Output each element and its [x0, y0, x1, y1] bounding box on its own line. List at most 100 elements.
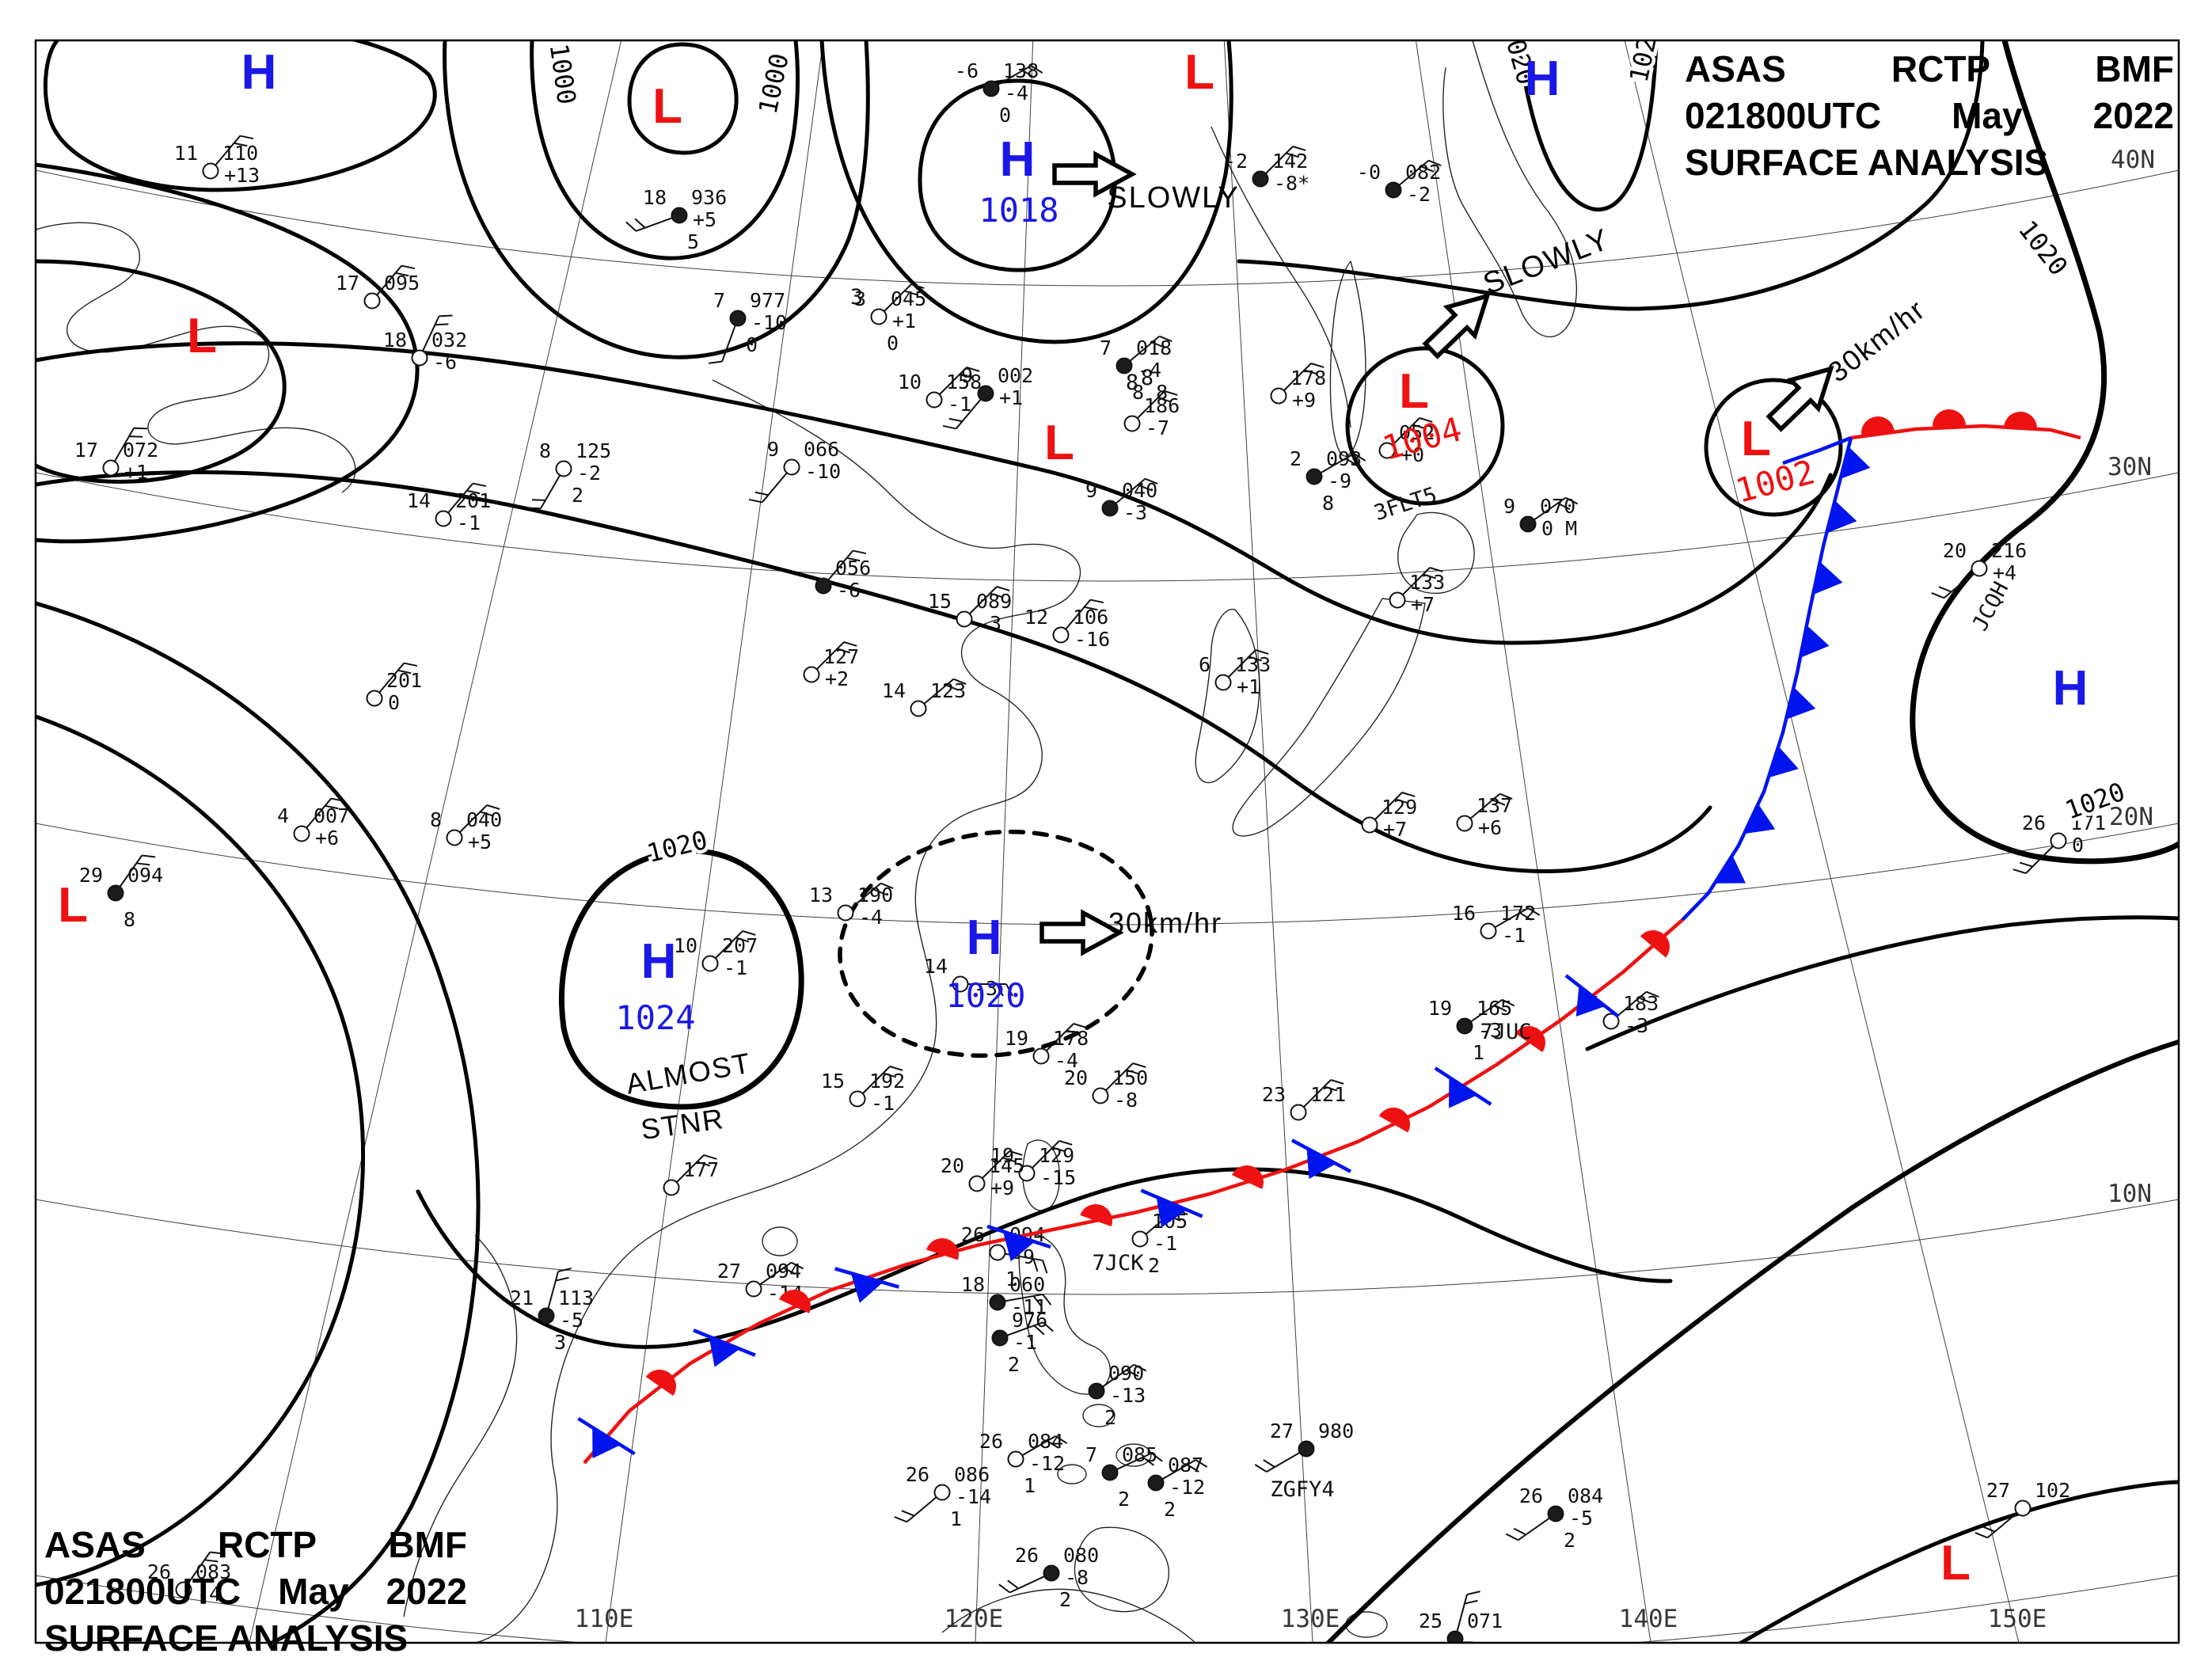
station-pressure: 121 [1310, 1083, 1346, 1106]
station-pressure: 040 [1122, 479, 1157, 502]
wind-barb [1401, 567, 1443, 596]
coastline [1082, 1404, 1116, 1427]
station-circle [1385, 181, 1402, 199]
coastline [1232, 598, 1426, 837]
station-pressure: 129 [1382, 796, 1417, 819]
station-circle [968, 1175, 986, 1192]
station-tendency: -6 [837, 579, 861, 602]
station-temperature: 19 [990, 1144, 1014, 1167]
station-temperature: 10 [898, 371, 922, 393]
station-pressure: 052 [1399, 421, 1435, 444]
station-temperature: 14 [407, 489, 431, 512]
station-circle [1971, 560, 1988, 577]
station-pressure: 084 [1568, 1484, 1603, 1507]
station-plot: 29 094 8 [79, 854, 163, 931]
station-temperature: 9 [767, 438, 779, 461]
latitude-line [36, 169, 2179, 287]
station-plot: 26 084-121 [979, 1430, 1068, 1497]
station-pressure: 201 [386, 669, 422, 692]
station-tendency: +0 [1401, 443, 1424, 466]
station-temperature: 4 [277, 804, 289, 827]
station-plot: 18 936+55 [625, 186, 727, 253]
station-pressure: 137 [1477, 794, 1512, 817]
station-pressure: 102 [2035, 1479, 2070, 1502]
station-plot: 16 172-1 [1452, 902, 1541, 947]
station-circle [729, 310, 747, 327]
station-tendency: +1 [892, 310, 916, 333]
station-circle [1147, 1474, 1165, 1492]
station-circle [815, 577, 832, 595]
station-tendency: -14 [956, 1485, 991, 1508]
station-circle [1018, 1165, 1036, 1182]
station-pressure: 158 [946, 371, 982, 393]
high-center-letter: H [241, 45, 277, 100]
ship-id-label: 7JUC [1480, 1020, 1531, 1044]
wind-barb [1283, 363, 1325, 392]
station-circle [956, 610, 973, 628]
station-plot: 8 125-22 [526, 439, 611, 510]
wind-barb [997, 65, 1043, 86]
isobar [530, 40, 800, 260]
station-tendency: -4 [1138, 359, 1161, 382]
isobar [1737, 1480, 2179, 1643]
station-circle [411, 349, 428, 367]
low-center-letter: L [58, 878, 88, 933]
station-plot: 19 165-31 [1428, 997, 1515, 1064]
station-temperature: 14 [924, 955, 948, 978]
station-circle [2014, 1499, 2031, 1517]
station-plot: 976-12 [991, 1309, 1054, 1376]
station-circle [107, 884, 124, 902]
station-circle [363, 292, 381, 310]
dotted-isobar [838, 829, 1154, 1059]
coastline [1211, 126, 1351, 428]
station-pressure: 110 [222, 142, 258, 165]
station-tendency: -3 [1478, 1019, 1502, 1042]
station-extra: 3 [554, 1331, 566, 1354]
station-plot: 27 102 [1974, 1479, 2070, 1539]
graticule [36, 40, 2179, 1643]
station-plot: 8 040+5 [430, 804, 502, 853]
station-tendency: -10 [751, 311, 787, 334]
wind-barb [1227, 649, 1269, 678]
wind-barb [625, 217, 673, 232]
station-plot: 26 083-4 [147, 1551, 231, 1606]
chart-id: ASAS RCTP BMF [1685, 48, 2174, 89]
longitude-line [605, 40, 824, 1643]
warm-front-pip [2004, 412, 2037, 429]
station-circle [202, 162, 219, 180]
station-tendency: -6 [433, 351, 457, 374]
wind-barb [942, 398, 982, 430]
station-pressure: 178 [1053, 1027, 1089, 1050]
chart-id: ASAS RCTP BMF [44, 1524, 467, 1565]
coastline [1022, 1139, 1061, 1211]
station-plot: 20 145+9 [941, 1150, 1024, 1199]
station-extra: 0 [999, 104, 1011, 127]
station-temperature: 19 [1428, 997, 1452, 1020]
station-tendency: -12 [1169, 1476, 1205, 1499]
station-tendency: +5 [693, 208, 716, 231]
station-pressure: 123 [930, 679, 966, 702]
wind-barb [113, 427, 148, 462]
station-circle [1052, 626, 1070, 644]
station-tendency: -1 [1154, 1232, 1177, 1255]
station-tendency: -9 [1328, 469, 1351, 492]
station-pressure: 056 [835, 557, 871, 580]
station-tendency: -13 [1110, 1384, 1146, 1407]
isobar [443, 40, 870, 359]
arrow-icon [1052, 150, 1137, 198]
chart-type: SURFACE ANALYSIS [44, 1617, 409, 1659]
station-tendency: -5 [560, 1309, 583, 1332]
station-temperature: 26 [961, 1223, 985, 1246]
station-circle [745, 1280, 762, 1298]
station-tendency: -2 [1407, 183, 1431, 206]
station-tendency: 0 [388, 691, 400, 714]
wind-barb [1505, 1517, 1551, 1541]
station-plot: 26 084-52 [1505, 1484, 1603, 1552]
pressure-center-value: 1020 [945, 976, 1025, 1015]
station-plot: 7183-3 [1587, 990, 1659, 1037]
wind-barb [1931, 572, 1974, 599]
station-temperature: 2 [1290, 447, 1302, 470]
station-plot: 18 060-11 [961, 1273, 1052, 1318]
wind-barb [758, 1261, 804, 1286]
